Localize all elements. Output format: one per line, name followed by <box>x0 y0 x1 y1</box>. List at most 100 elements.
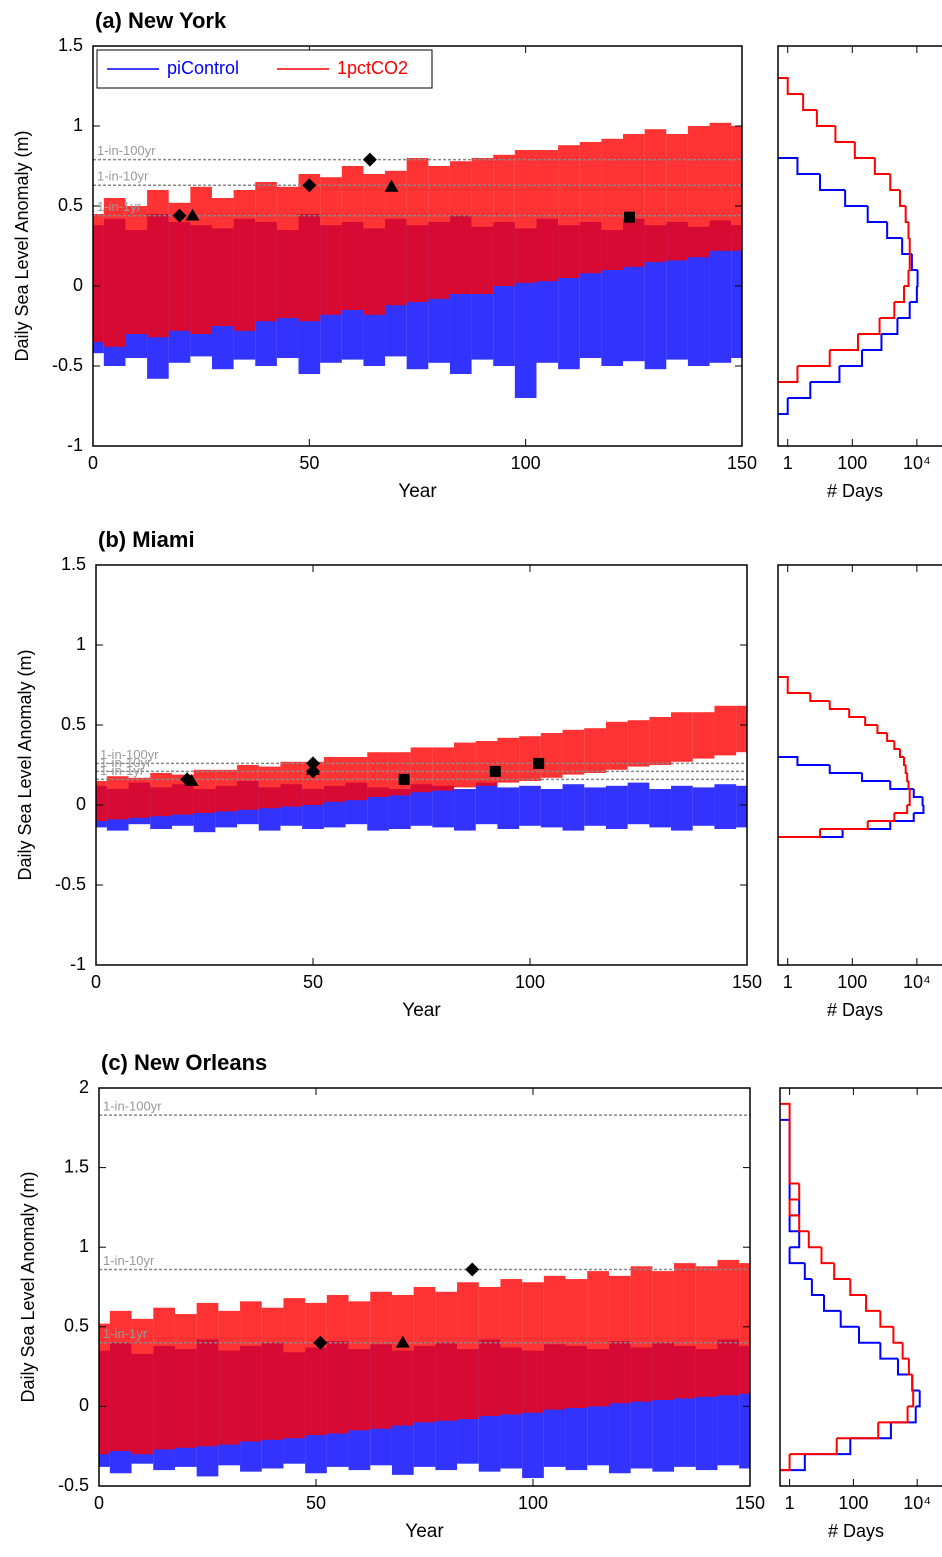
hist-step <box>839 350 864 367</box>
range-band <box>150 773 172 817</box>
range-band <box>519 785 541 826</box>
y-tick-label: 0 <box>76 794 86 814</box>
range-band <box>540 789 563 828</box>
hist-step <box>858 1326 881 1344</box>
panel-title: (b) Miami <box>98 527 195 552</box>
x-axis-label: Year <box>402 1000 441 1021</box>
hist-step <box>778 77 804 95</box>
marker-square <box>624 211 636 223</box>
range-band <box>500 1279 523 1415</box>
range-band <box>391 1294 414 1426</box>
hist-step <box>807 1231 822 1249</box>
threshold-label: 1-in-100yr <box>97 143 156 158</box>
range-band <box>714 705 737 756</box>
range-band <box>367 787 389 831</box>
range-band <box>671 785 693 831</box>
hist-step <box>788 1167 800 1185</box>
hist-step <box>908 254 911 271</box>
hist-step <box>820 1247 835 1265</box>
hist-step <box>898 749 905 758</box>
range-band <box>233 190 256 331</box>
hist-step <box>879 1310 894 1328</box>
plot-area <box>99 1114 750 1479</box>
y-tick-label: 1.5 <box>61 554 86 574</box>
x-tick-label: 100 <box>515 972 545 992</box>
range-band <box>406 158 429 302</box>
range-band <box>671 712 693 762</box>
y-tick-label: 0 <box>73 275 83 295</box>
range-band <box>493 154 515 286</box>
hist-step <box>896 1358 913 1376</box>
hist-frame <box>779 1087 942 1487</box>
x-axis-label: Year <box>398 481 437 502</box>
range-band <box>106 776 129 820</box>
range-band <box>211 198 234 326</box>
hist-step <box>894 805 909 814</box>
range-band <box>326 1294 349 1434</box>
range-band <box>627 720 650 767</box>
range-band <box>558 145 580 278</box>
plot-frame <box>92 45 743 447</box>
x-axis-label: Year <box>405 1521 444 1542</box>
hist-step <box>921 797 924 806</box>
hist-step <box>780 1118 791 1136</box>
range-band <box>168 202 191 331</box>
range-band <box>428 166 450 299</box>
range-band <box>341 166 364 310</box>
y-tick-label: 1.5 <box>58 35 83 55</box>
x-tick-label: 100 <box>838 1493 868 1513</box>
hist-step <box>904 765 908 774</box>
hist-step <box>850 1422 892 1440</box>
plot-frame <box>98 1087 751 1487</box>
hist-step <box>828 701 850 710</box>
y-tick-label: 2 <box>79 1077 89 1097</box>
hist-step <box>844 190 868 207</box>
hist-step <box>886 733 895 742</box>
range-band <box>497 787 520 829</box>
range-band <box>695 1266 718 1397</box>
marker-triangle <box>185 208 200 221</box>
y-axis-label: Daily Sea Level Anomaly (m) <box>15 649 35 880</box>
hist-step <box>904 270 910 287</box>
hist-step <box>834 126 855 143</box>
hist-step <box>836 1422 880 1440</box>
range-band <box>562 729 585 775</box>
threshold-label: 1-in-1yr <box>100 763 145 778</box>
range-band <box>692 787 715 826</box>
x-tick-label: 100 <box>837 972 867 992</box>
range-band <box>96 781 107 821</box>
range-band <box>196 1302 219 1447</box>
y-axis-label: Daily Sea Level Anomaly (m) <box>18 1171 38 1402</box>
range-band <box>601 138 624 270</box>
hist-step <box>904 206 909 223</box>
range-band <box>131 1318 154 1455</box>
hist-step <box>879 1342 898 1360</box>
range-band <box>471 158 494 294</box>
y-tick-label: 0 <box>79 1395 89 1415</box>
hist-step <box>810 366 841 383</box>
range-band <box>709 122 732 251</box>
range-band <box>536 150 559 282</box>
threshold-label: 1-in-10yr <box>97 169 149 184</box>
range-band <box>410 747 433 793</box>
legend-label: piControl <box>167 58 239 78</box>
hist-step <box>789 1183 801 1201</box>
range-band <box>736 785 747 828</box>
hist-step <box>819 174 846 191</box>
y-tick-label: 1 <box>73 115 83 135</box>
hist-step <box>829 334 859 351</box>
range-band <box>522 1282 544 1413</box>
range-band <box>283 1298 306 1439</box>
hist-step <box>907 1390 915 1408</box>
range-band <box>627 782 650 825</box>
hist-step <box>804 1438 852 1456</box>
y-tick-label: -1 <box>67 435 83 455</box>
marker-diamond <box>302 178 317 193</box>
x-axis-label: # Days <box>827 481 883 501</box>
x-axis-label: # Days <box>828 1521 884 1541</box>
range-band <box>109 1310 132 1451</box>
hist-step <box>892 1326 903 1344</box>
hist-step <box>787 382 812 399</box>
hist-step <box>778 398 789 415</box>
range-band <box>432 747 455 791</box>
